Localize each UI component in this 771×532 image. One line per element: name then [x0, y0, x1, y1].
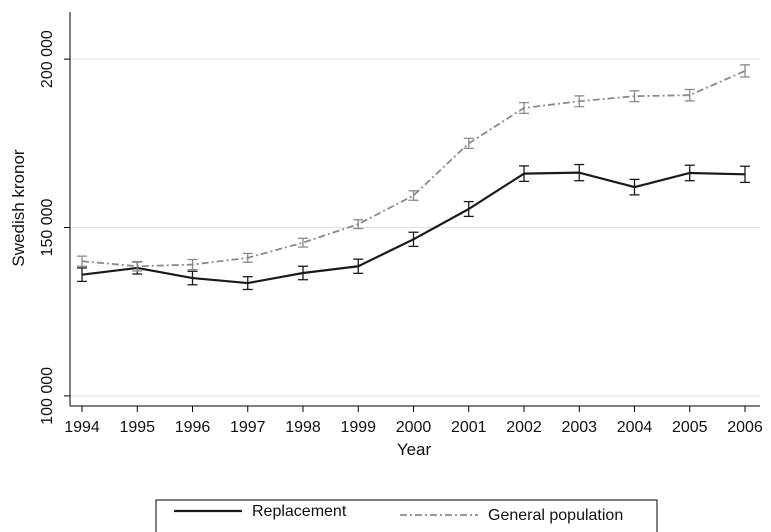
- axes: [69, 12, 760, 407]
- legend: Replacement General population: [155, 499, 658, 532]
- y-tick-label-0: 100 000: [39, 367, 56, 425]
- legend-label-general-population: General population: [488, 507, 623, 524]
- x-tick-label-9: 2003: [561, 419, 597, 436]
- legend-label-replacement: Replacement: [252, 503, 347, 520]
- x-axis-ticks: 1994 1995 1996 1997 1998 1999 2000 2001 2002 2003…: [64, 406, 763, 436]
- x-tick-label-1: 1995: [119, 419, 155, 436]
- y-tick-label-1: 150 000: [39, 199, 56, 257]
- y-axis-ticks: 100 000 150 000 200 000: [39, 30, 70, 425]
- x-tick-label-4: 1998: [285, 419, 321, 436]
- x-tick-label-12: 2006: [727, 419, 763, 436]
- series-layer: [77, 64, 750, 291]
- legend-box: [155, 499, 658, 532]
- x-tick-label-0: 1994: [64, 419, 100, 436]
- x-axis-title: Year: [397, 440, 432, 459]
- gridlines: [70, 58, 760, 397]
- x-tick-label-11: 2005: [672, 419, 708, 436]
- series-general-population: [77, 64, 750, 272]
- series-replacement: [77, 163, 750, 291]
- x-tick-label-8: 2002: [506, 419, 542, 436]
- x-tick-label-7: 2001: [451, 419, 487, 436]
- x-tick-label-10: 2004: [617, 419, 653, 436]
- x-tick-label-6: 2000: [396, 419, 432, 436]
- x-tick-label-5: 1999: [340, 419, 376, 436]
- x-tick-label-2: 1996: [175, 419, 211, 436]
- y-tick-label-2: 200 000: [39, 30, 56, 88]
- y-axis-title: Swedish kronor: [9, 149, 28, 267]
- x-tick-label-3: 1997: [230, 419, 266, 436]
